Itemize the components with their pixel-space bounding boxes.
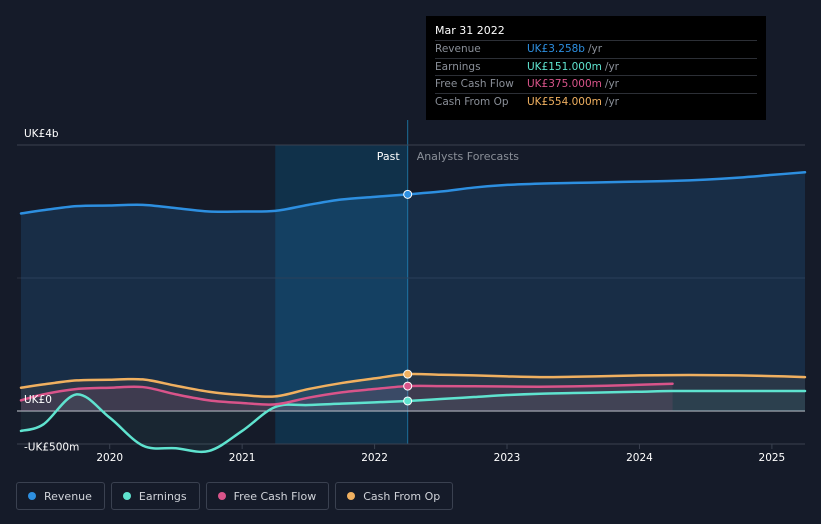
legend-item-free-cash-flow[interactable]: Free Cash Flow — [205, 482, 330, 510]
tooltip-label: Revenue — [435, 43, 481, 55]
tooltip-label: Earnings — [435, 60, 481, 73]
legend-label: Earnings — [138, 489, 187, 503]
x-tick-label: 2023 — [494, 452, 521, 464]
tooltip: Mar 31 2022 Revenue UK£3.258b /yr Earnin… — [426, 16, 766, 120]
legend: Revenue Earnings Free Cash Flow Cash Fro… — [16, 482, 454, 510]
legend-dot-icon — [122, 492, 131, 500]
revenue-area — [20, 172, 806, 411]
tooltip-value: UK£3.258b — [527, 43, 585, 55]
revenue-now-point — [403, 189, 413, 199]
legend-dot-icon — [347, 492, 356, 500]
past-label: Past — [377, 150, 401, 163]
gridlines — [17, 144, 805, 445]
x-tick-label: 2024 — [626, 452, 653, 464]
tooltip-value: UK£554.000m — [527, 95, 602, 108]
legend-item-cash-from-op[interactable]: Cash From Op — [335, 482, 454, 510]
forecast-label: Analysts Forecasts — [417, 150, 520, 163]
y-axis-labels: UK£4b UK£0 -UK£500m — [24, 128, 79, 453]
y-tick-label: UK£0 — [24, 394, 52, 406]
now-markers — [403, 189, 413, 406]
tooltip-row-earnings: Earnings UK£151.000m /yr — [435, 57, 757, 76]
y-tick-label: -UK£500m — [24, 441, 79, 453]
x-axis-ticks: 2020 2021 2022 2023 2024 2025 — [96, 444, 785, 464]
legend-dot-icon — [217, 492, 226, 500]
free-cash-flow-line — [19, 382, 674, 406]
tooltip-unit: /yr — [587, 43, 603, 55]
cash-from-op-now-point — [403, 369, 413, 379]
tooltip-row-cash-from-op: Cash From Op UK£554.000m /yr — [435, 92, 757, 111]
free-cash-flow-area — [20, 383, 673, 411]
y-tick-label: UK£4b — [24, 128, 59, 140]
tooltip-value: UK£151.000m — [527, 60, 602, 73]
tooltip-unit: /yr — [604, 60, 619, 73]
free-cash-flow-now-point — [403, 381, 413, 391]
earnings-now-point — [403, 396, 413, 406]
x-tick-label: 2020 — [96, 452, 123, 464]
series-areas — [20, 172, 806, 452]
legend-item-earnings[interactable]: Earnings — [110, 482, 200, 510]
legend-label: Revenue — [44, 489, 92, 503]
tooltip-row-revenue: Revenue UK£3.258b /yr — [435, 40, 757, 58]
tooltip-unit: /yr — [604, 78, 619, 90]
tooltip-unit: /yr — [604, 95, 619, 108]
tooltip-row-free-cash-flow: Free Cash Flow UK£375.000m /yr — [435, 75, 757, 93]
tooltip-value: UK£375.000m — [527, 78, 602, 90]
tooltip-date: Mar 31 2022 — [435, 24, 505, 37]
x-tick-label: 2022 — [361, 452, 388, 464]
legend-item-revenue[interactable]: Revenue — [16, 482, 105, 510]
legend-label: Free Cash Flow — [233, 489, 317, 503]
earnings-area — [20, 391, 806, 452]
legend-dot-icon — [28, 492, 36, 500]
x-tick-label: 2025 — [759, 452, 786, 464]
tooltip-label: Free Cash Flow — [435, 78, 514, 90]
legend-label: Cash From Op — [363, 489, 441, 503]
x-tick-label: 2021 — [229, 452, 256, 464]
tooltip-label: Cash From Op — [435, 95, 509, 108]
